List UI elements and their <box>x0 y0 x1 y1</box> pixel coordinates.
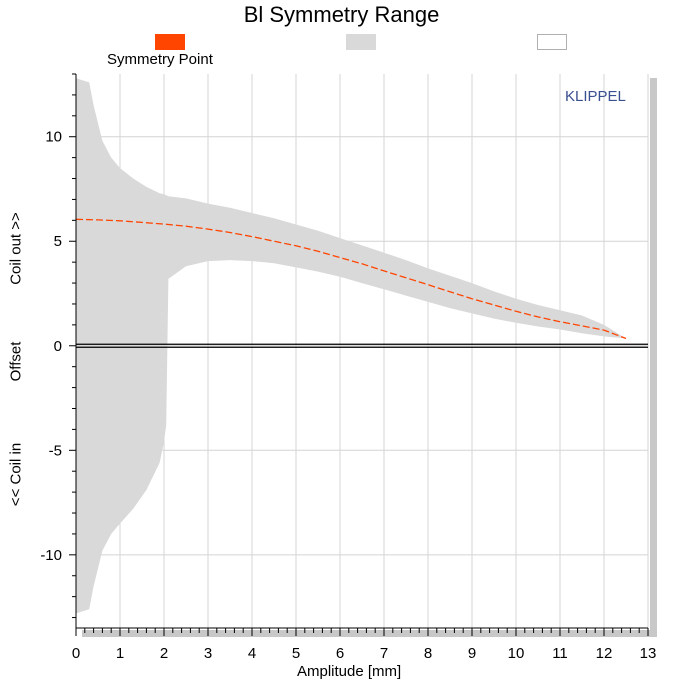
plot-shadow-right <box>650 78 657 636</box>
x-tick-label: 6 <box>336 645 344 662</box>
x-tick-label: 4 <box>248 645 256 662</box>
x-tick-label: 13 <box>640 645 657 662</box>
symmetry-point-line <box>75 218 627 340</box>
x-tick-label: 9 <box>468 645 476 662</box>
x-tick-label: 11 <box>552 645 568 662</box>
x-tick-label: 7 <box>380 645 388 662</box>
brand-label: KLIPPEL <box>565 88 626 105</box>
x-tick-label: 2 <box>160 645 168 662</box>
x-tick-label: 12 <box>596 645 613 662</box>
symmetry-range-band <box>76 78 626 614</box>
y-tick-label: 10 <box>45 129 62 146</box>
x-tick-label: 0 <box>72 645 80 662</box>
x-tick-label: 3 <box>204 645 212 662</box>
legend-swatch-range <box>346 34 376 50</box>
legend-label-symmetry-point: Symmetry Point <box>107 51 213 68</box>
legend-swatch-symmetry-point <box>155 34 185 50</box>
x-tick-label: 10 <box>508 645 525 662</box>
x-tick-label: 8 <box>424 645 432 662</box>
x-tick-label: 5 <box>292 645 300 662</box>
y-tick-label: 0 <box>54 338 62 355</box>
legend-swatch-outline <box>537 34 567 50</box>
x-tick-label: 1 <box>116 645 124 662</box>
y-tick-label: 5 <box>54 233 62 250</box>
y-tick-label: -10 <box>40 547 62 564</box>
chart-title: Bl Symmetry Range <box>243 2 440 27</box>
x-axis-label: Amplitude [mm] <box>297 663 402 680</box>
y-tick-label: -5 <box>49 442 62 459</box>
plot-background <box>76 74 648 628</box>
plot-shadow-bottom <box>82 630 657 637</box>
